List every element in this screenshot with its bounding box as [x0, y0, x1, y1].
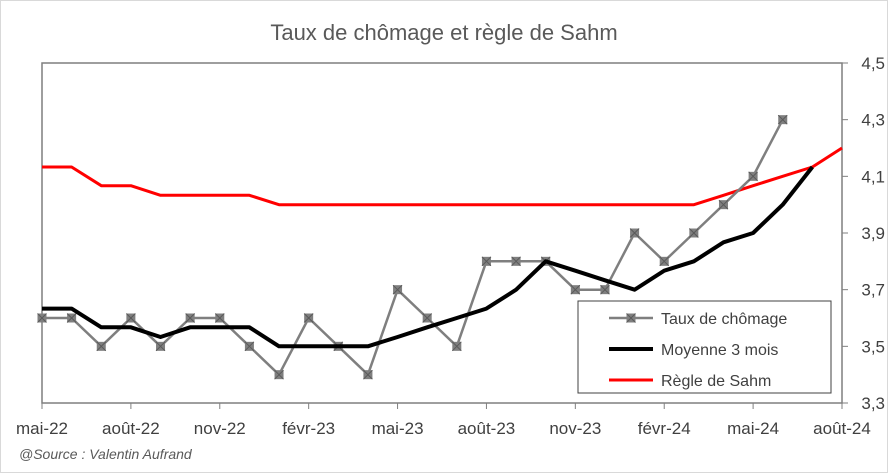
data-point	[748, 171, 758, 182]
data-point	[126, 313, 136, 323]
series-layer	[37, 114, 843, 380]
x-tick-label: févr-24	[638, 419, 691, 438]
data-point	[244, 341, 255, 352]
legend-item: Règle de Sahm	[609, 373, 771, 390]
data-point	[511, 256, 521, 267]
legend-label: Moyenne 3 mois	[661, 342, 778, 359]
data-point	[688, 228, 699, 238]
y-tick-label: 4,1	[861, 167, 885, 186]
x-tick-label: août-23	[458, 419, 516, 438]
data-point	[629, 228, 640, 238]
data-point	[392, 284, 403, 295]
y-axis: 3,3 3,5 3,7 3,9 4,1 4,3 4,5	[842, 54, 885, 413]
y-tick-label: 4,3	[861, 111, 885, 130]
x-tick-label: mai-22	[16, 419, 68, 438]
x-tick-label: mai-23	[372, 419, 424, 438]
series-line-1	[42, 165, 814, 349]
data-point	[481, 256, 492, 267]
data-point	[37, 313, 47, 323]
source-note: @Source : Valentin Aufrand	[19, 446, 193, 462]
x-tick-label: août-24	[813, 419, 871, 438]
series-line-0	[42, 119, 784, 376]
legend-item: Moyenne 3 mois	[609, 342, 778, 359]
data-point	[570, 284, 581, 295]
series-line-2	[42, 146, 843, 207]
legend-item: Taux de chômage	[609, 311, 787, 328]
y-tick-label: 4,5	[861, 54, 885, 73]
x-tick-label: nov-22	[194, 419, 246, 438]
data-point	[422, 313, 433, 323]
legend-label: Règle de Sahm	[661, 373, 771, 390]
chart-title: Taux de chômage et règle de Sahm	[270, 20, 617, 45]
legend: Taux de chômage Moyenne 3 mois Règle de Sa…	[577, 300, 832, 394]
data-point	[600, 284, 610, 295]
x-tick-label: nov-23	[549, 419, 601, 438]
data-point	[718, 199, 729, 210]
data-point	[155, 341, 166, 352]
data-point	[777, 114, 788, 125]
data-point	[185, 313, 196, 323]
data-point	[96, 341, 107, 352]
x-tick-label: août-22	[102, 419, 160, 438]
data-point	[66, 313, 77, 323]
legend-label: Taux de chômage	[661, 311, 787, 328]
y-tick-label: 3,3	[861, 394, 885, 413]
x-axis: mai-22 août-22 nov-22 févr-23 mai-23 août-23 n…	[16, 403, 871, 438]
data-point	[363, 369, 373, 380]
data-point	[659, 256, 670, 267]
y-tick-label: 3,5	[861, 337, 885, 356]
x-tick-label: mai-24	[727, 419, 779, 438]
y-tick-label: 3,7	[861, 281, 885, 300]
data-point	[303, 313, 314, 323]
data-point	[451, 341, 462, 352]
x-tick-label: févr-23	[282, 419, 335, 438]
y-tick-label: 3,9	[861, 224, 885, 243]
data-point	[214, 313, 225, 323]
data-point	[274, 369, 284, 380]
